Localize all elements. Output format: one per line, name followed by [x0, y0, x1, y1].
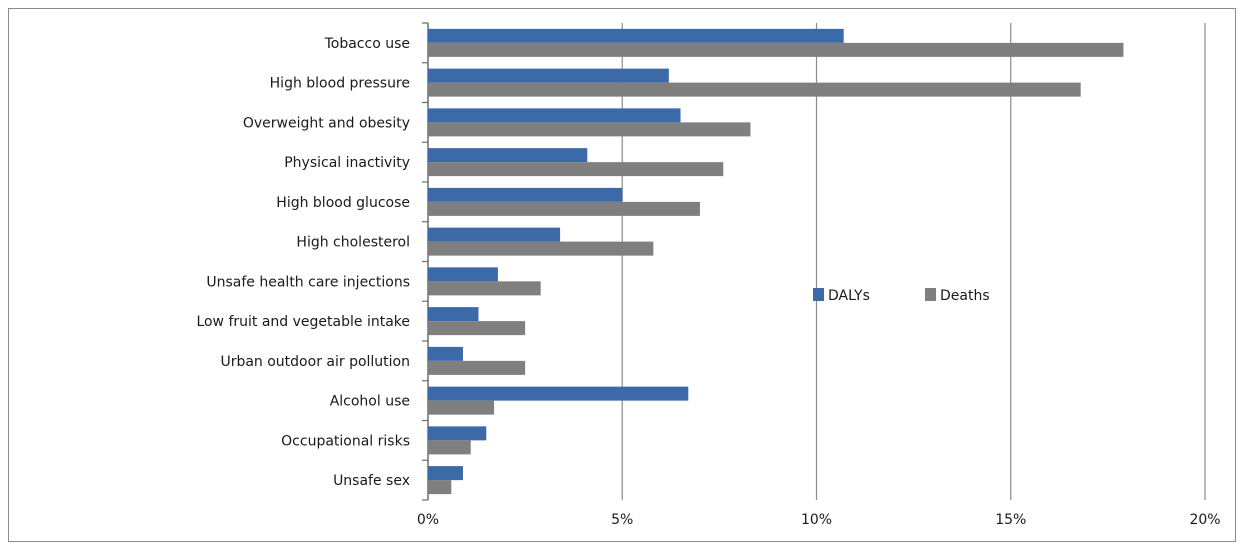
category-label-7: Low fruit and vegetable intake — [196, 314, 410, 330]
bar-deaths-3 — [428, 162, 724, 177]
x-tick-label-2: 10% — [801, 512, 832, 528]
legend-label-deaths: Deaths — [940, 288, 990, 304]
bar-dalys-7 — [428, 307, 479, 322]
category-label-9: Alcohol use — [330, 394, 410, 410]
x-tick-label-3: 15% — [995, 512, 1026, 528]
bar-deaths-10 — [428, 440, 471, 455]
category-label-11: Unsafe sex — [333, 473, 410, 489]
legend-swatch-deaths — [925, 288, 936, 301]
bar-deaths-4 — [428, 201, 700, 216]
bar-deaths-6 — [428, 281, 541, 296]
bar-deaths-5 — [428, 241, 654, 256]
category-label-2: Overweight and obesity — [243, 115, 410, 131]
bar-dalys-6 — [428, 267, 498, 282]
bar-dalys-4 — [428, 187, 623, 202]
x-tick-label-4: 20% — [1189, 512, 1220, 528]
legend-swatch-dalys — [813, 288, 824, 301]
bar-dalys-10 — [428, 426, 487, 441]
category-label-10: Occupational risks — [281, 433, 410, 449]
bar-deaths-1 — [428, 82, 1081, 97]
bar-dalys-5 — [428, 227, 561, 242]
bar-dalys-2 — [428, 108, 681, 123]
category-label-3: Physical inactivity — [284, 155, 410, 171]
category-label-5: High cholesterol — [296, 235, 410, 251]
category-label-4: High blood glucose — [276, 195, 410, 211]
bar-deaths-9 — [428, 400, 495, 415]
bar-deaths-8 — [428, 360, 526, 375]
bar-deaths-7 — [428, 321, 526, 336]
x-tick-label-0: 0% — [417, 512, 439, 528]
bar-dalys-9 — [428, 386, 689, 401]
bar-dalys-11 — [428, 466, 463, 481]
bar-dalys-0 — [428, 28, 844, 43]
bar-deaths-2 — [428, 122, 751, 137]
category-label-1: High blood pressure — [270, 76, 410, 92]
chart-frame: Tobacco use High blood pressure Overweight… — [8, 8, 1236, 542]
bar-deaths-11 — [428, 480, 452, 495]
bar-deaths-0 — [428, 42, 1124, 57]
category-label-0: Tobacco use — [324, 36, 410, 52]
bar-dalys-1 — [428, 68, 669, 83]
category-label-6: Unsafe health care injections — [206, 274, 410, 290]
x-tick-label-1: 5% — [611, 512, 633, 528]
bar-dalys-3 — [428, 148, 588, 163]
legend-label-dalys: DALYs — [828, 288, 870, 304]
bar-dalys-8 — [428, 346, 463, 361]
risk-factor-bar-chart: Tobacco use High blood pressure Overweight… — [196, 22, 1221, 528]
category-label-8: Urban outdoor air pollution — [220, 354, 410, 370]
